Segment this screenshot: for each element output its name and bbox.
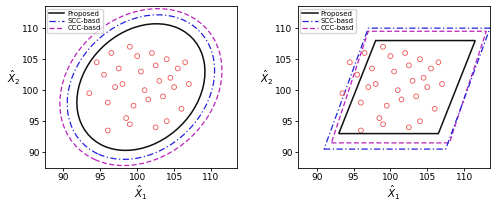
Point	[152, 126, 160, 129]
Point	[162, 120, 170, 123]
Point	[382, 104, 390, 108]
Point	[394, 88, 402, 92]
Point	[379, 45, 387, 48]
Point	[140, 88, 148, 92]
Point	[427, 67, 435, 70]
Point	[137, 70, 145, 73]
Point	[104, 101, 112, 104]
Point	[376, 116, 384, 120]
Point	[174, 67, 182, 70]
Point	[181, 61, 189, 64]
Point	[108, 51, 116, 55]
Point	[360, 51, 368, 55]
Point	[357, 101, 365, 104]
Point	[372, 82, 380, 86]
Point	[364, 85, 372, 89]
Point	[86, 92, 94, 95]
Point	[416, 57, 424, 61]
Point	[122, 116, 130, 120]
Point	[170, 85, 178, 89]
Point	[126, 45, 134, 48]
Point	[420, 76, 428, 80]
Point	[148, 51, 156, 55]
Point	[133, 54, 141, 58]
Point	[100, 73, 108, 76]
Point	[405, 64, 413, 67]
Point	[346, 61, 354, 64]
Y-axis label: $\hat{X}_2$: $\hat{X}_2$	[7, 69, 20, 87]
Point	[115, 67, 123, 70]
Point	[130, 104, 138, 108]
Point	[111, 85, 119, 89]
Point	[156, 79, 164, 83]
Point	[104, 129, 112, 132]
Point	[379, 123, 387, 126]
Point	[401, 51, 409, 55]
Point	[92, 61, 100, 64]
Y-axis label: $\hat{X}_2$: $\hat{X}_2$	[260, 69, 274, 87]
Point	[416, 120, 424, 123]
Point	[405, 126, 413, 129]
Legend: Proposed, SCC-basd, CCC-basd: Proposed, SCC-basd, CCC-basd	[300, 9, 356, 34]
Point	[178, 107, 186, 111]
X-axis label: $\hat{X}_1$: $\hat{X}_1$	[134, 184, 147, 202]
Point	[434, 61, 442, 64]
Point	[159, 95, 167, 98]
Point	[152, 64, 160, 67]
Legend: Proposed, SCC-basd, CCC-basd: Proposed, SCC-basd, CCC-basd	[47, 9, 102, 34]
Point	[353, 73, 361, 76]
Point	[185, 82, 193, 86]
Point	[390, 70, 398, 73]
Point	[166, 76, 174, 80]
Point	[398, 98, 406, 101]
Point	[438, 82, 446, 86]
Point	[408, 79, 416, 83]
Point	[412, 95, 420, 98]
Point	[430, 107, 438, 111]
Point	[126, 123, 134, 126]
Point	[338, 92, 346, 95]
Point	[368, 67, 376, 70]
Point	[386, 54, 394, 58]
Point	[162, 57, 170, 61]
X-axis label: $\hat{X}_1$: $\hat{X}_1$	[388, 184, 401, 202]
Point	[424, 85, 432, 89]
Point	[144, 98, 152, 101]
Point	[118, 82, 126, 86]
Point	[357, 129, 365, 132]
